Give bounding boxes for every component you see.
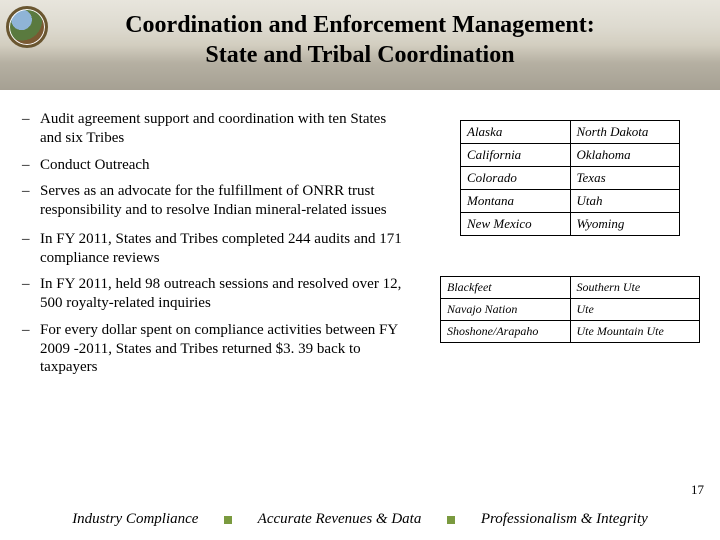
bullet-item: Serves as an advocate for the fulfillmen… <box>22 182 402 220</box>
table-row: New MexicoWyoming <box>461 213 680 236</box>
bullet-item: Audit agreement support and coordination… <box>22 110 402 148</box>
footer-item: Professionalism & Integrity <box>481 511 648 527</box>
table-cell: Texas <box>570 167 680 190</box>
tribes-table: BlackfeetSouthern Ute Navajo NationUte S… <box>440 276 700 343</box>
table-cell: Oklahoma <box>570 144 680 167</box>
title-line-1: Coordination and Enforcement Management: <box>0 10 720 40</box>
table-cell: Navajo Nation <box>441 299 571 321</box>
footer-item: Accurate Revenues & Data <box>258 511 422 527</box>
slide-title: Coordination and Enforcement Management:… <box>0 10 720 70</box>
table-cell: Shoshone/Arapaho <box>441 321 571 343</box>
table-row: ColoradoTexas <box>461 167 680 190</box>
bullet-item: In FY 2011, held 98 outreach sessions an… <box>22 275 402 313</box>
bullet-item: In FY 2011, States and Tribes completed … <box>22 230 402 268</box>
table-cell: Ute Mountain Ute <box>570 321 700 343</box>
table-cell: North Dakota <box>570 121 680 144</box>
page-number: 17 <box>691 482 704 498</box>
table-row: Shoshone/ArapahoUte Mountain Ute <box>441 321 700 343</box>
bullet-list-2: In FY 2011, States and Tribes completed … <box>22 230 402 377</box>
footer-separator-icon <box>224 516 232 524</box>
table-row: CaliforniaOklahoma <box>461 144 680 167</box>
footer-item: Industry Compliance <box>72 511 198 527</box>
slide: Coordination and Enforcement Management:… <box>0 0 720 540</box>
table-row: MontanaUtah <box>461 190 680 213</box>
bullets-column: Audit agreement support and coordination… <box>22 110 402 385</box>
table-row: AlaskaNorth Dakota <box>461 121 680 144</box>
table-cell: Colorado <box>461 167 571 190</box>
table-row: BlackfeetSouthern Ute <box>441 277 700 299</box>
table-row: Navajo NationUte <box>441 299 700 321</box>
footer: Industry Compliance Accurate Revenues & … <box>0 511 720 528</box>
tables-column: AlaskaNorth Dakota CaliforniaOklahoma Co… <box>440 120 700 343</box>
table-cell: Southern Ute <box>570 277 700 299</box>
table-cell: Alaska <box>461 121 571 144</box>
table-cell: New Mexico <box>461 213 571 236</box>
title-line-2: State and Tribal Coordination <box>0 40 720 70</box>
table-cell: Montana <box>461 190 571 213</box>
table-cell: Ute <box>570 299 700 321</box>
slide-body: Audit agreement support and coordination… <box>0 110 720 490</box>
table-cell: Utah <box>570 190 680 213</box>
bullet-item: Conduct Outreach <box>22 156 402 175</box>
table-cell: Wyoming <box>570 213 680 236</box>
states-table: AlaskaNorth Dakota CaliforniaOklahoma Co… <box>460 120 680 236</box>
bullet-list-1: Audit agreement support and coordination… <box>22 110 402 220</box>
bullet-item: For every dollar spent on compliance act… <box>22 321 402 377</box>
footer-separator-icon <box>447 516 455 524</box>
table-cell: Blackfeet <box>441 277 571 299</box>
table-cell: California <box>461 144 571 167</box>
